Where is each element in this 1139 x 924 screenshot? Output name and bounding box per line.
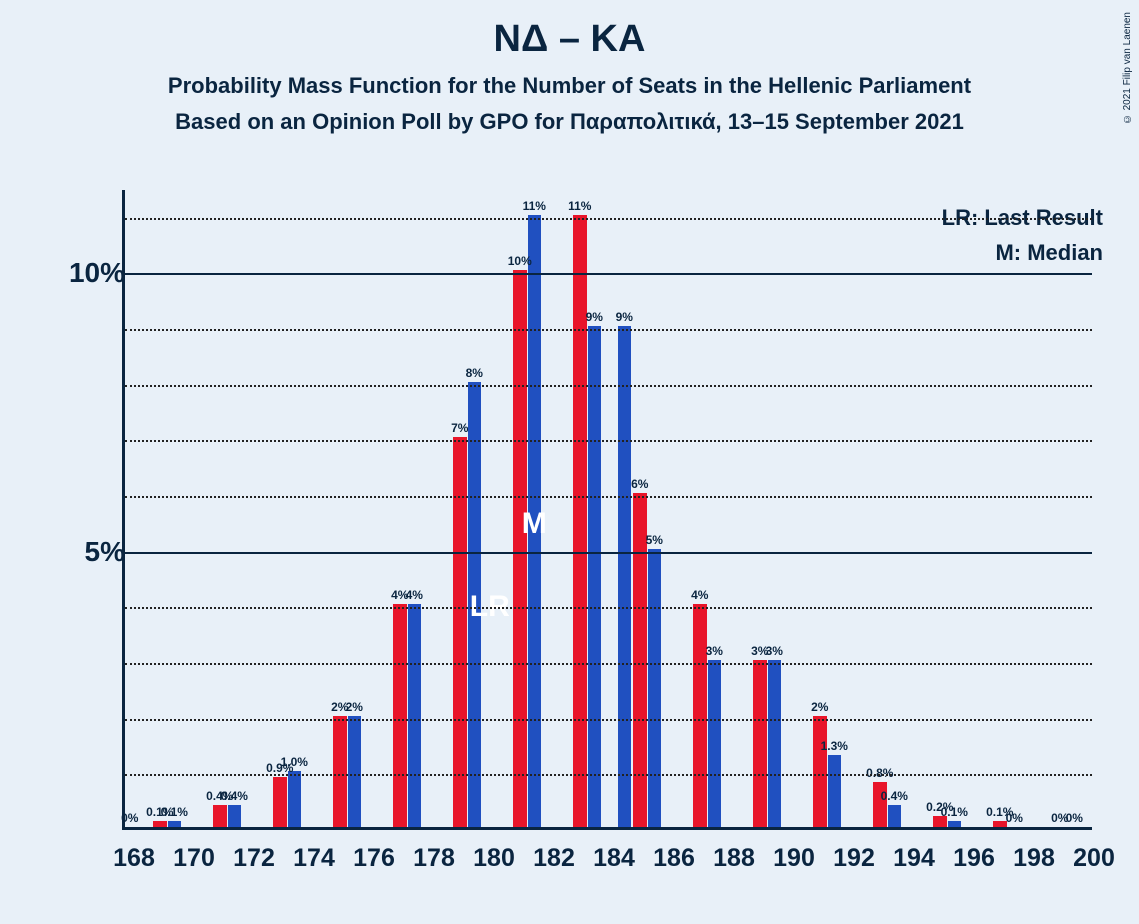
- gridline-solid: [125, 273, 1092, 275]
- x-axis-label: 198: [1013, 844, 1055, 873]
- gridline-dotted: [125, 719, 1092, 721]
- bar-value-label: 8%: [449, 366, 499, 380]
- y-axis-label: 10%: [69, 257, 125, 289]
- bar-blue: [768, 660, 782, 827]
- gridline-dotted: [125, 385, 1092, 387]
- bar-red: [573, 215, 587, 827]
- x-axis-label: 180: [473, 844, 515, 873]
- gridline-dotted: [125, 607, 1092, 609]
- bar-blue: [708, 660, 722, 827]
- x-axis-label: 170: [173, 844, 215, 873]
- bar-blue: [348, 716, 362, 827]
- x-axis-label: 168: [113, 844, 155, 873]
- x-axis-label: 192: [833, 844, 875, 873]
- chart-area: 0%0.1%0.1%0.4%0.4%0.9%1.0%2%2%4%4%7%8%10…: [50, 190, 1105, 880]
- gridline-dotted: [125, 496, 1092, 498]
- bar-value-label: 2%: [329, 700, 379, 714]
- bar-red: [393, 604, 407, 827]
- bar-value-label: 0%: [1049, 811, 1099, 825]
- bar-value-label: 9%: [599, 310, 649, 324]
- bar-value-label: 2%: [795, 700, 845, 714]
- x-axis-label: 188: [713, 844, 755, 873]
- copyright-text: © 2021 Filip van Laenen: [1122, 12, 1133, 124]
- gridline-solid: [125, 552, 1092, 554]
- bar-value-label: 0%: [989, 811, 1039, 825]
- bar-red: [273, 777, 287, 827]
- chart-subtitle-1: Probability Mass Function for the Number…: [0, 73, 1139, 99]
- bar-blue: [588, 326, 602, 827]
- x-axis-label: 196: [953, 844, 995, 873]
- x-axis-label: 200: [1073, 844, 1115, 873]
- chart-container: ΝΔ – ΚΑ Probability Mass Function for th…: [0, 0, 1139, 924]
- x-axis-label: 182: [533, 844, 575, 873]
- gridline-dotted: [125, 218, 1092, 220]
- gridline-dotted: [125, 663, 1092, 665]
- bar-value-label: 6%: [615, 477, 665, 491]
- bar-value-label: 0.4%: [209, 789, 259, 803]
- bar-value-label: 1.0%: [269, 755, 319, 769]
- bar-blue: [228, 805, 242, 827]
- bar-blue: [648, 549, 662, 827]
- bar-value-label: 7%: [435, 421, 485, 435]
- bar-blue: [168, 821, 182, 827]
- gridline-dotted: [125, 440, 1092, 442]
- bar-value-label: 0.4%: [869, 789, 919, 803]
- chart-subtitle-2: Based on an Opinion Poll by GPO for Παρα…: [0, 109, 1139, 135]
- bar-value-label: 0.1%: [149, 805, 199, 819]
- bar-red: [753, 660, 767, 827]
- bar-value-label: 3%: [749, 644, 799, 658]
- plot-area: 0%0.1%0.1%0.4%0.4%0.9%1.0%2%2%4%4%7%8%10…: [122, 190, 1092, 830]
- x-axis-label: 172: [233, 844, 275, 873]
- bar-red: [813, 716, 827, 827]
- bar-blue: [828, 755, 842, 827]
- x-axis-label: 190: [773, 844, 815, 873]
- chart-title: ΝΔ – ΚΑ: [0, 0, 1139, 61]
- x-axis-label: 176: [353, 844, 395, 873]
- bar-value-label: 5%: [629, 533, 679, 547]
- bar-value-label: 0.1%: [929, 805, 979, 819]
- bar-blue: [888, 805, 902, 827]
- bar-red: [513, 270, 527, 827]
- bar-value-label: 4%: [675, 588, 725, 602]
- x-axis-labels: 1681701721741761781801821841861881901921…: [122, 838, 1092, 878]
- bar-value-label: 1.3%: [809, 739, 859, 753]
- bar-blue: [408, 604, 422, 827]
- marker-median: M: [522, 507, 547, 541]
- bar-blue: [288, 771, 302, 827]
- bar-red: [693, 604, 707, 827]
- x-axis-label: 186: [653, 844, 695, 873]
- bar-value-label: 4%: [389, 588, 439, 602]
- x-axis-label: 194: [893, 844, 935, 873]
- bar-blue: [618, 326, 632, 827]
- gridline-dotted: [125, 329, 1092, 331]
- bar-red: [153, 821, 167, 827]
- bar-red: [213, 805, 227, 827]
- bars-layer: 0%0.1%0.1%0.4%0.4%0.9%1.0%2%2%4%4%7%8%10…: [125, 190, 1092, 827]
- x-axis-label: 174: [293, 844, 335, 873]
- bar-blue: [948, 821, 962, 827]
- y-axis-label: 5%: [85, 536, 125, 568]
- bar-value-label: 3%: [689, 644, 739, 658]
- x-axis-label: 178: [413, 844, 455, 873]
- bar-value-label: 10%: [495, 254, 545, 268]
- bar-value-label: 11%: [555, 199, 605, 213]
- gridline-dotted: [125, 774, 1092, 776]
- bar-red: [333, 716, 347, 827]
- x-axis-label: 184: [593, 844, 635, 873]
- bar-value-label: 11%: [509, 199, 559, 213]
